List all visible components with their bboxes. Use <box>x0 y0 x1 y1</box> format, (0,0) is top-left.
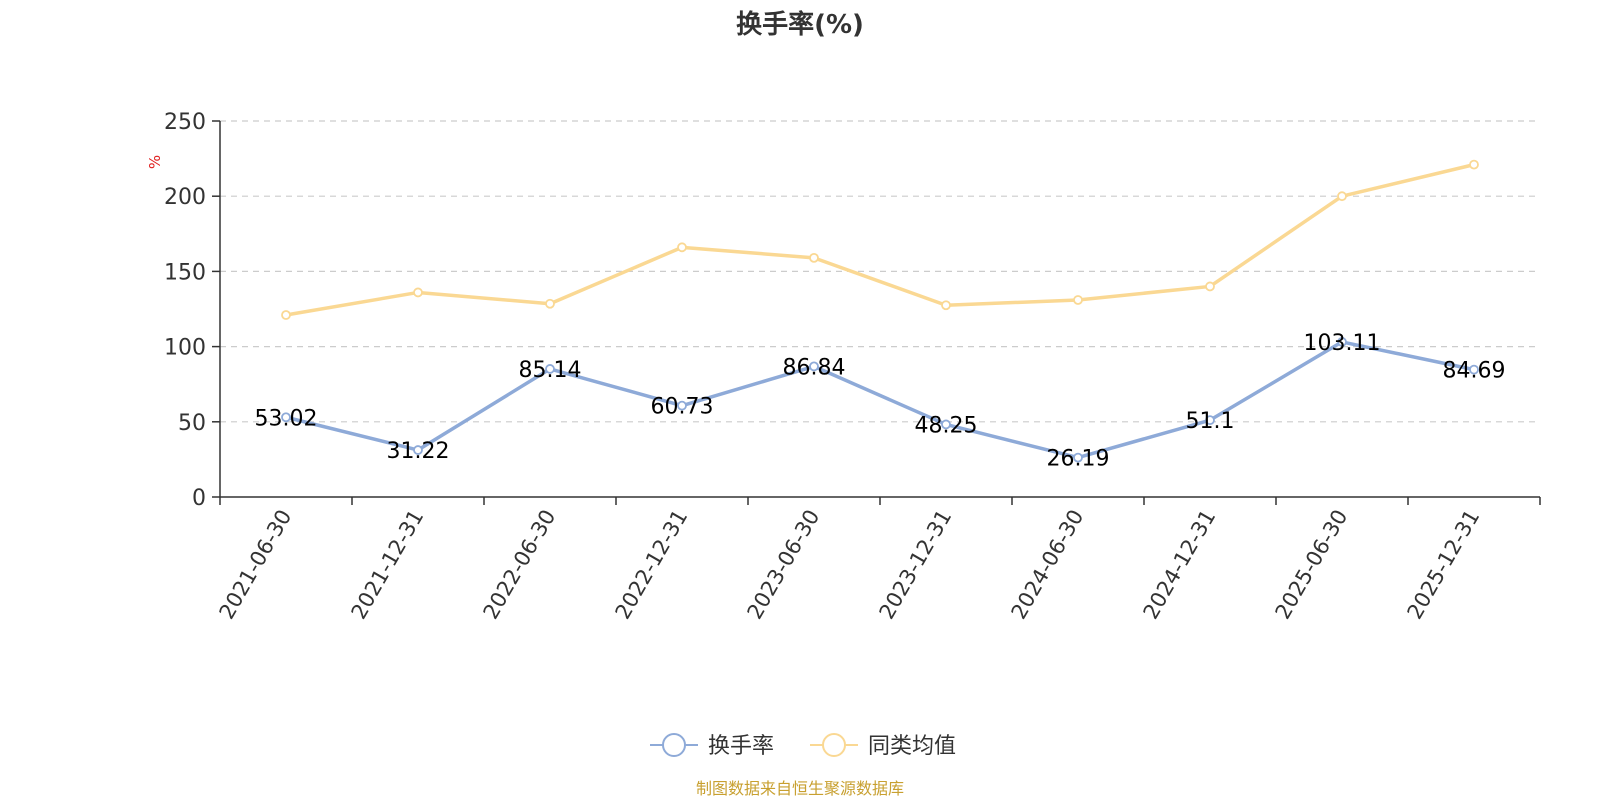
data-point <box>413 287 423 298</box>
data-point <box>1073 452 1083 463</box>
legend-item-turnover[interactable]: 换手率 <box>650 733 774 759</box>
data-point <box>941 300 951 311</box>
data-label: 53.02 <box>255 406 318 431</box>
chart-title: 换手率(%) <box>736 9 864 40</box>
x-tick-label: 2024-12-31 <box>1139 506 1221 624</box>
legend-item-peer-average[interactable]: 同类均值 <box>810 733 956 759</box>
legend-label: 同类均值 <box>868 734 956 759</box>
data-label: 51.1 <box>1186 409 1235 434</box>
x-tick-label: 2022-12-31 <box>611 506 693 624</box>
data-point <box>809 252 819 263</box>
x-tick-label: 2022-06-30 <box>479 506 561 624</box>
grid-lines <box>220 120 1540 423</box>
data-label: 85.14 <box>519 358 582 383</box>
data-point <box>413 445 423 455</box>
series-line <box>285 162 1475 317</box>
series-layer <box>281 159 1479 463</box>
x-tick-label: 2023-06-30 <box>743 506 825 624</box>
y-tick-label: 50 <box>178 411 206 436</box>
legend-circle-icon <box>662 733 686 757</box>
data-point <box>281 310 291 320</box>
data-label: 60.73 <box>651 395 714 420</box>
data-label: 48.25 <box>915 413 978 438</box>
data-point <box>1205 281 1215 292</box>
data-point <box>1337 337 1347 347</box>
data-labels: 53.02 31.22 85.14 60.73 86.84 48.25 26.19 51.1 1… <box>255 331 1506 472</box>
data-point <box>1469 364 1479 375</box>
data-label: 84.69 <box>1443 359 1506 384</box>
data-label: 31.22 <box>387 439 450 464</box>
data-point <box>1469 159 1479 170</box>
data-point <box>1073 295 1083 305</box>
y-tick-label: 100 <box>164 336 206 361</box>
series-peer-average <box>281 159 1479 320</box>
x-tick-label: 2024-06-30 <box>1007 506 1089 624</box>
y-axis-unit-label: % <box>146 155 164 169</box>
data-source-note: 制图数据来自恒生聚源数据库 <box>696 779 904 798</box>
x-tick-label: 2023-12-31 <box>875 506 957 624</box>
data-point <box>545 364 555 374</box>
legend[interactable]: 换手率 同类均值 <box>650 733 956 759</box>
data-label: 26.19 <box>1047 447 1110 472</box>
data-label: 103.11 <box>1304 331 1381 356</box>
data-point <box>1205 415 1215 426</box>
data-point <box>281 412 291 423</box>
axes: 0 50 100 150 200 250 2021-06-30 2021-12-31 2022-… <box>164 110 1541 624</box>
series-turnover <box>281 337 1479 463</box>
data-point <box>1337 191 1347 202</box>
legend-circle-icon <box>822 733 846 757</box>
legend-label: 换手率 <box>708 734 774 759</box>
data-point <box>677 242 687 253</box>
data-point <box>677 400 687 411</box>
y-tick-label: 250 <box>164 110 206 135</box>
x-tick-label: 2025-12-31 <box>1403 506 1485 624</box>
data-point <box>941 419 951 430</box>
x-tick-label: 2021-12-31 <box>347 506 429 624</box>
data-point <box>545 298 555 309</box>
series-line <box>285 340 1475 460</box>
data-point <box>809 361 819 372</box>
x-tick-label: 2025-06-30 <box>1271 506 1353 624</box>
y-tick-label: 200 <box>164 185 206 210</box>
data-label: 86.84 <box>783 355 846 380</box>
y-tick-label: 0 <box>192 486 206 511</box>
y-tick-label: 150 <box>164 260 206 285</box>
x-tick-label: 2021-06-30 <box>215 506 297 624</box>
